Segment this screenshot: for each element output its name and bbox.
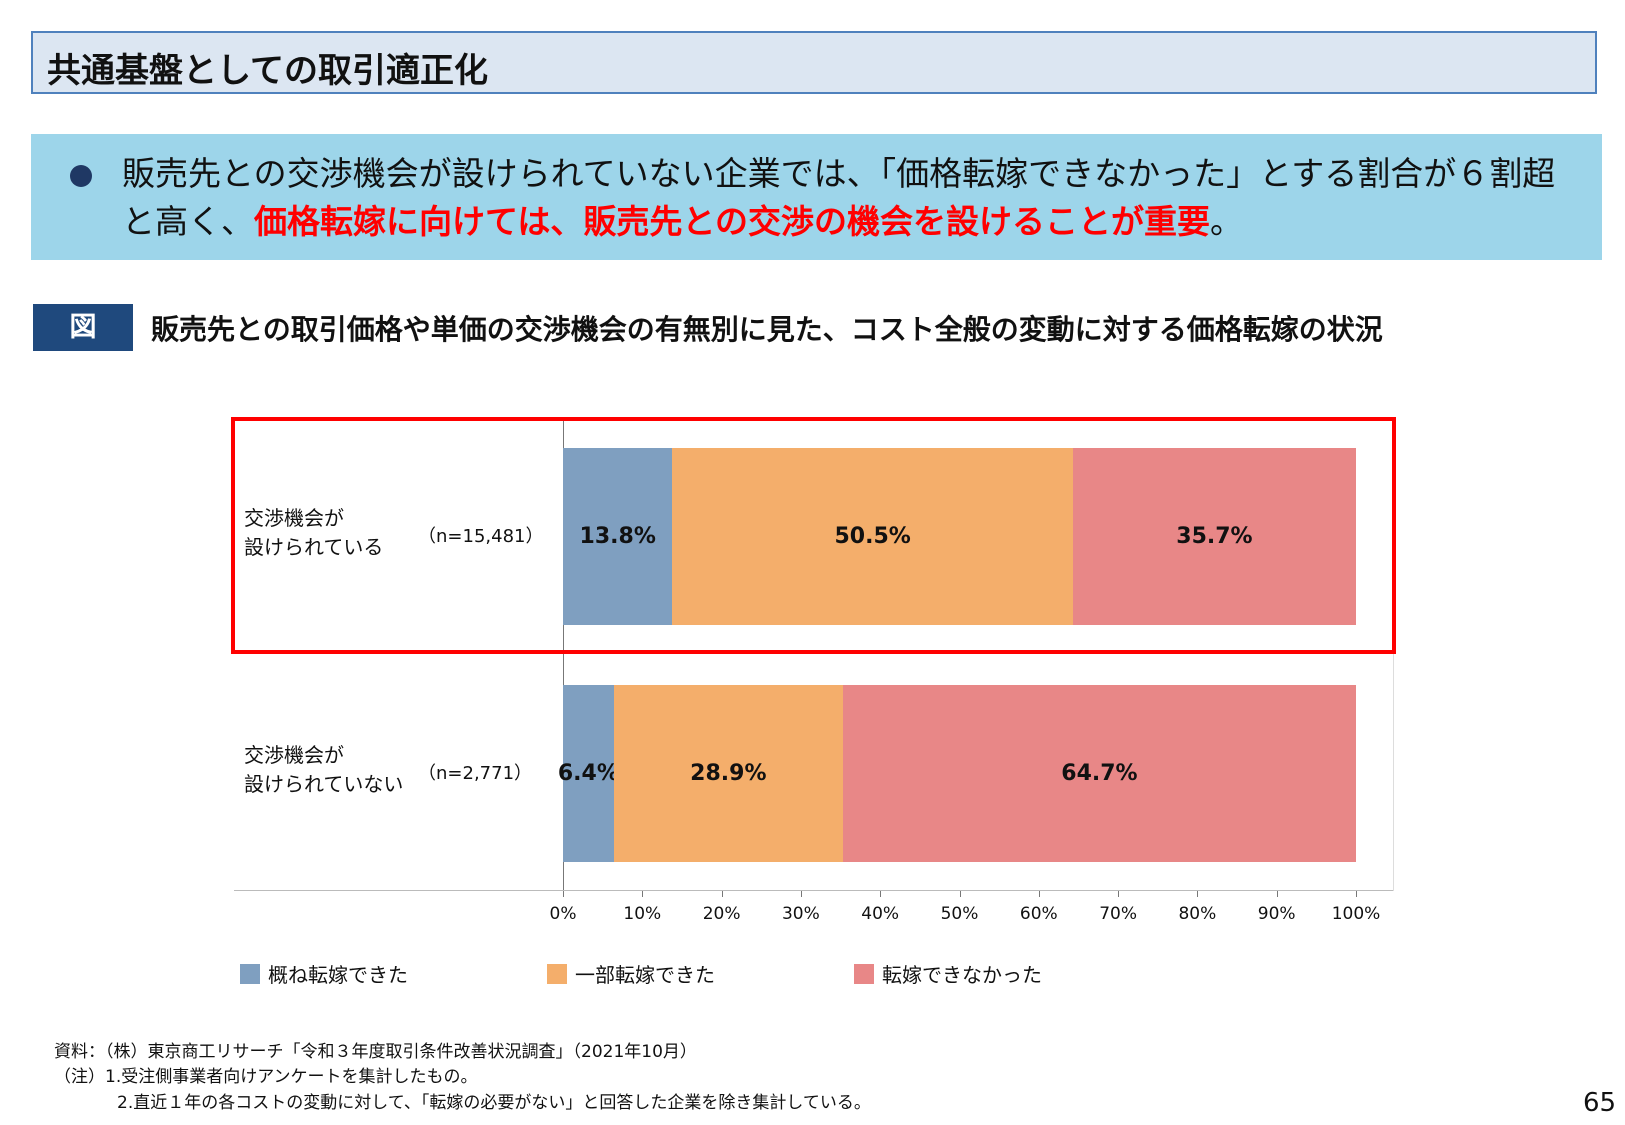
y-axis-line: [563, 417, 564, 891]
x-tick-mark: [1038, 891, 1040, 897]
bar-segment: 28.9%: [613, 685, 843, 862]
x-tick-label: 70%: [1099, 904, 1137, 924]
note-2: 2.直近１年の各コストの変動に対して、「転嫁の必要がない」と回答した企業を除き集…: [117, 1093, 871, 1113]
legend-label: 一部転嫁できた: [575, 963, 715, 987]
x-tick-mark: [959, 891, 961, 897]
category-n: （n=2,771）: [418, 763, 533, 784]
category-label: 交渉機会が 設けられている: [244, 506, 384, 559]
figure-label: 図: [33, 304, 133, 351]
x-tick-label: 20%: [702, 904, 741, 924]
x-tick-label: 80%: [1178, 904, 1217, 924]
bar-segment: 50.5%: [672, 448, 1073, 625]
legend-label: 転嫁できなかった: [882, 963, 1042, 987]
category-label: 交渉機会が 設けられていない: [244, 743, 404, 796]
summary-box: [31, 134, 1602, 260]
source-note: 資料：（株）東京商工リサーチ「令和３年度取引条件改善状況調査」（2021年10月…: [54, 1042, 697, 1062]
page-title-box: 共通基盤としての取引適正化: [31, 31, 1597, 94]
x-tick-label: 0%: [549, 904, 577, 924]
legend-item: 概ね転嫁できた: [240, 959, 408, 988]
page-title: 共通基盤としての取引適正化: [47, 51, 488, 91]
bar-segment: 6.4%: [558, 685, 619, 862]
x-tick-mark: [642, 891, 644, 897]
x-tick-label: 60%: [1019, 904, 1058, 924]
summary-emphasis: 価格転嫁に向けては、販売先との交渉の機会を設けることが重要: [254, 202, 1211, 241]
x-tick-mark: [880, 891, 882, 897]
x-tick-mark: [1356, 891, 1357, 897]
summary-end: 。: [1210, 202, 1244, 241]
plot-border: [1393, 654, 1394, 891]
bar-segment: 64.7%: [842, 685, 1356, 862]
category-n: （n=15,481）: [418, 526, 544, 547]
highlight-box: [231, 417, 1396, 654]
x-tick-label: 90%: [1257, 904, 1296, 924]
x-tick-mark: [1197, 891, 1199, 897]
bar-segment: 13.8%: [563, 448, 673, 625]
legend-swatch: [547, 963, 567, 984]
bar-segment: 35.7%: [1072, 448, 1356, 625]
x-axis-line: [234, 890, 1394, 891]
legend-swatch: [854, 963, 874, 984]
summary-text: 販売先との交渉機会が設けられていない企業では、「価格転嫁できなかった」とする割合…: [122, 150, 1582, 246]
legend-item: 一部転嫁できた: [547, 959, 715, 988]
x-tick-mark: [563, 891, 564, 897]
x-tick-mark: [721, 891, 723, 897]
note-1: （注）1.受注側事業者向けアンケートを集計したもの。: [54, 1067, 478, 1087]
legend-swatch: [240, 963, 260, 984]
figure-title: 販売先との取引価格や単価の交渉機会の有無別に見た、コスト全般の変動に対する価格転…: [151, 313, 1383, 346]
x-tick-label: 40%: [861, 904, 900, 924]
x-tick-mark: [800, 891, 802, 897]
summary-plain: 販売先との交渉機会が設けられていない企業では、「価格転嫁できなかった」とする割合…: [122, 154, 1556, 241]
page-number: 65: [1583, 1088, 1617, 1118]
x-tick-label: 50%: [940, 904, 979, 924]
legend-label: 概ね転嫁できた: [268, 963, 408, 987]
x-tick-label: 30%: [781, 904, 820, 924]
legend-item: 転嫁できなかった: [854, 959, 1042, 988]
x-tick-mark: [1118, 891, 1120, 897]
x-tick-label: 10%: [623, 904, 662, 924]
x-tick-label: 100%: [1331, 904, 1381, 924]
x-tick-mark: [1276, 891, 1278, 897]
bullet-icon: [70, 165, 92, 187]
